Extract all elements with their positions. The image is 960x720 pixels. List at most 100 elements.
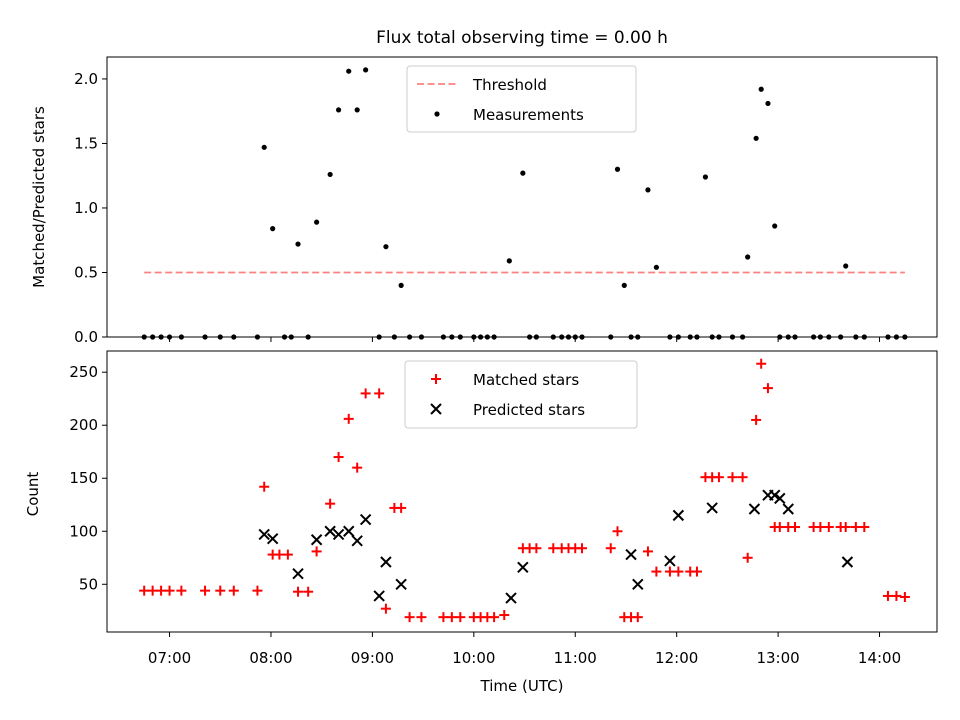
matched-star-marker	[200, 585, 211, 596]
ratio-y-axis: 0.0 0.5 1.0 1.5 2.0	[74, 70, 107, 346]
predicted-star-marker	[292, 567, 304, 580]
measurement-point	[635, 334, 641, 340]
count-x-tick-label: 08:00	[249, 649, 292, 667]
matched-star-marker	[325, 498, 336, 509]
count-x-tick-label: 14:00	[858, 649, 901, 667]
measurement-point	[753, 135, 759, 141]
matched-star-marker	[333, 452, 344, 463]
measurement-point	[449, 334, 455, 340]
matched-star-marker	[446, 612, 457, 623]
matched-star-marker	[742, 552, 753, 563]
count-x-tick-label: 11:00	[554, 649, 597, 667]
matched-star-marker	[259, 481, 270, 492]
measurement-point	[457, 334, 463, 340]
matched-star-marker	[664, 566, 675, 577]
predicted-star-marker	[505, 592, 517, 604]
ratio-y-tick-label: 1.0	[74, 199, 98, 217]
measurement-point	[843, 263, 849, 269]
matched-star-marker	[531, 543, 542, 554]
measurement-point	[621, 282, 627, 288]
predicted-legend-label: Predicted stars	[473, 401, 585, 419]
measurements-series	[141, 67, 908, 340]
count-y-tick-label: 50	[79, 575, 98, 593]
measurement-point	[254, 334, 261, 340]
matched-star-marker	[713, 472, 724, 483]
measurement-point	[520, 170, 526, 176]
measurement-point	[477, 334, 484, 340]
predicted-star-marker	[266, 532, 279, 545]
ratio-y-tick-label: 1.5	[74, 134, 98, 152]
measurement-point	[406, 334, 413, 340]
matched-star-marker	[303, 586, 314, 597]
measurement-point	[810, 334, 817, 340]
matched-star-marker	[147, 585, 158, 596]
measurement-point	[709, 334, 715, 340]
measurement-point	[383, 244, 389, 250]
matched-star-marker	[156, 585, 167, 596]
predicted-star-marker	[774, 492, 786, 505]
count-y-tick-label: 250	[69, 363, 98, 381]
measurement-point	[628, 334, 634, 340]
measurement-point	[141, 334, 147, 340]
measurement-point	[295, 241, 301, 247]
predicted-star-marker	[373, 590, 385, 602]
measurement-point	[335, 107, 342, 113]
count-y-tick-label: 100	[69, 522, 98, 540]
measurement-point	[305, 334, 311, 340]
predicted-star-marker	[332, 528, 345, 541]
measurement-point	[346, 68, 352, 74]
measurement-point	[772, 223, 778, 229]
matched-star-marker	[737, 472, 748, 483]
count-panel: 50 100 150 200 250 07:00 08:00 09:00 10:00 11:00…	[24, 350, 938, 695]
predicted-star-marker	[672, 509, 685, 522]
measurement-point	[885, 334, 891, 340]
measurement-point	[281, 334, 288, 340]
matched-star-marker	[774, 522, 785, 533]
matched-star-marker	[840, 522, 851, 533]
measurement-point	[792, 334, 798, 340]
predicted-star-marker	[258, 528, 270, 541]
matched-star-marker	[164, 585, 175, 596]
ratio-y-label: Matched/Predicted stars	[30, 106, 48, 288]
matched-star-marker	[416, 612, 427, 623]
predicted-star-marker	[343, 525, 355, 537]
matched-legend-swatch	[431, 374, 441, 384]
count-x-tick-label: 10:00	[452, 649, 495, 667]
measurement-point	[158, 334, 164, 340]
predicted-star-marker	[380, 556, 392, 568]
measurement-point	[608, 334, 614, 340]
measurements-legend-swatch	[434, 111, 440, 117]
count-legend-box	[404, 360, 638, 429]
measurement-point	[418, 334, 425, 340]
matched-star-marker	[374, 388, 385, 399]
matched-star-marker	[815, 522, 826, 533]
matched-star-marker	[396, 502, 407, 513]
measurement-point	[178, 334, 184, 340]
measurement-point	[785, 334, 791, 340]
ratio-y-tick-label: 0.0	[74, 328, 98, 346]
measurement-point	[716, 334, 722, 340]
predicted-star-marker	[625, 548, 637, 561]
count-legend: Matched stars Predicted stars	[404, 360, 638, 429]
count-y-axis: 50 100 150 200 250	[69, 363, 107, 593]
matched-star-marker	[499, 610, 510, 621]
matched-star-marker	[215, 585, 226, 596]
ratio-y-tick-label: 0.5	[74, 263, 98, 281]
measurement-point	[902, 334, 908, 340]
matched-star-marker	[252, 585, 263, 596]
predicted-star-marker	[517, 561, 529, 574]
matched-star-marker	[139, 585, 150, 596]
measurement-point	[559, 334, 565, 340]
measurement-point	[506, 258, 512, 264]
measurement-point	[288, 334, 294, 340]
measurement-point	[614, 166, 621, 172]
measurements-legend-label: Measurements	[473, 106, 584, 124]
matched-star-marker	[455, 612, 466, 623]
predicted-star-marker	[664, 555, 676, 567]
measurement-point	[817, 334, 823, 340]
matched-star-marker	[756, 358, 767, 369]
x-axis-label: Time (UTC)	[480, 677, 564, 695]
measurement-point	[440, 334, 446, 340]
predicted-star-marker	[782, 503, 794, 515]
